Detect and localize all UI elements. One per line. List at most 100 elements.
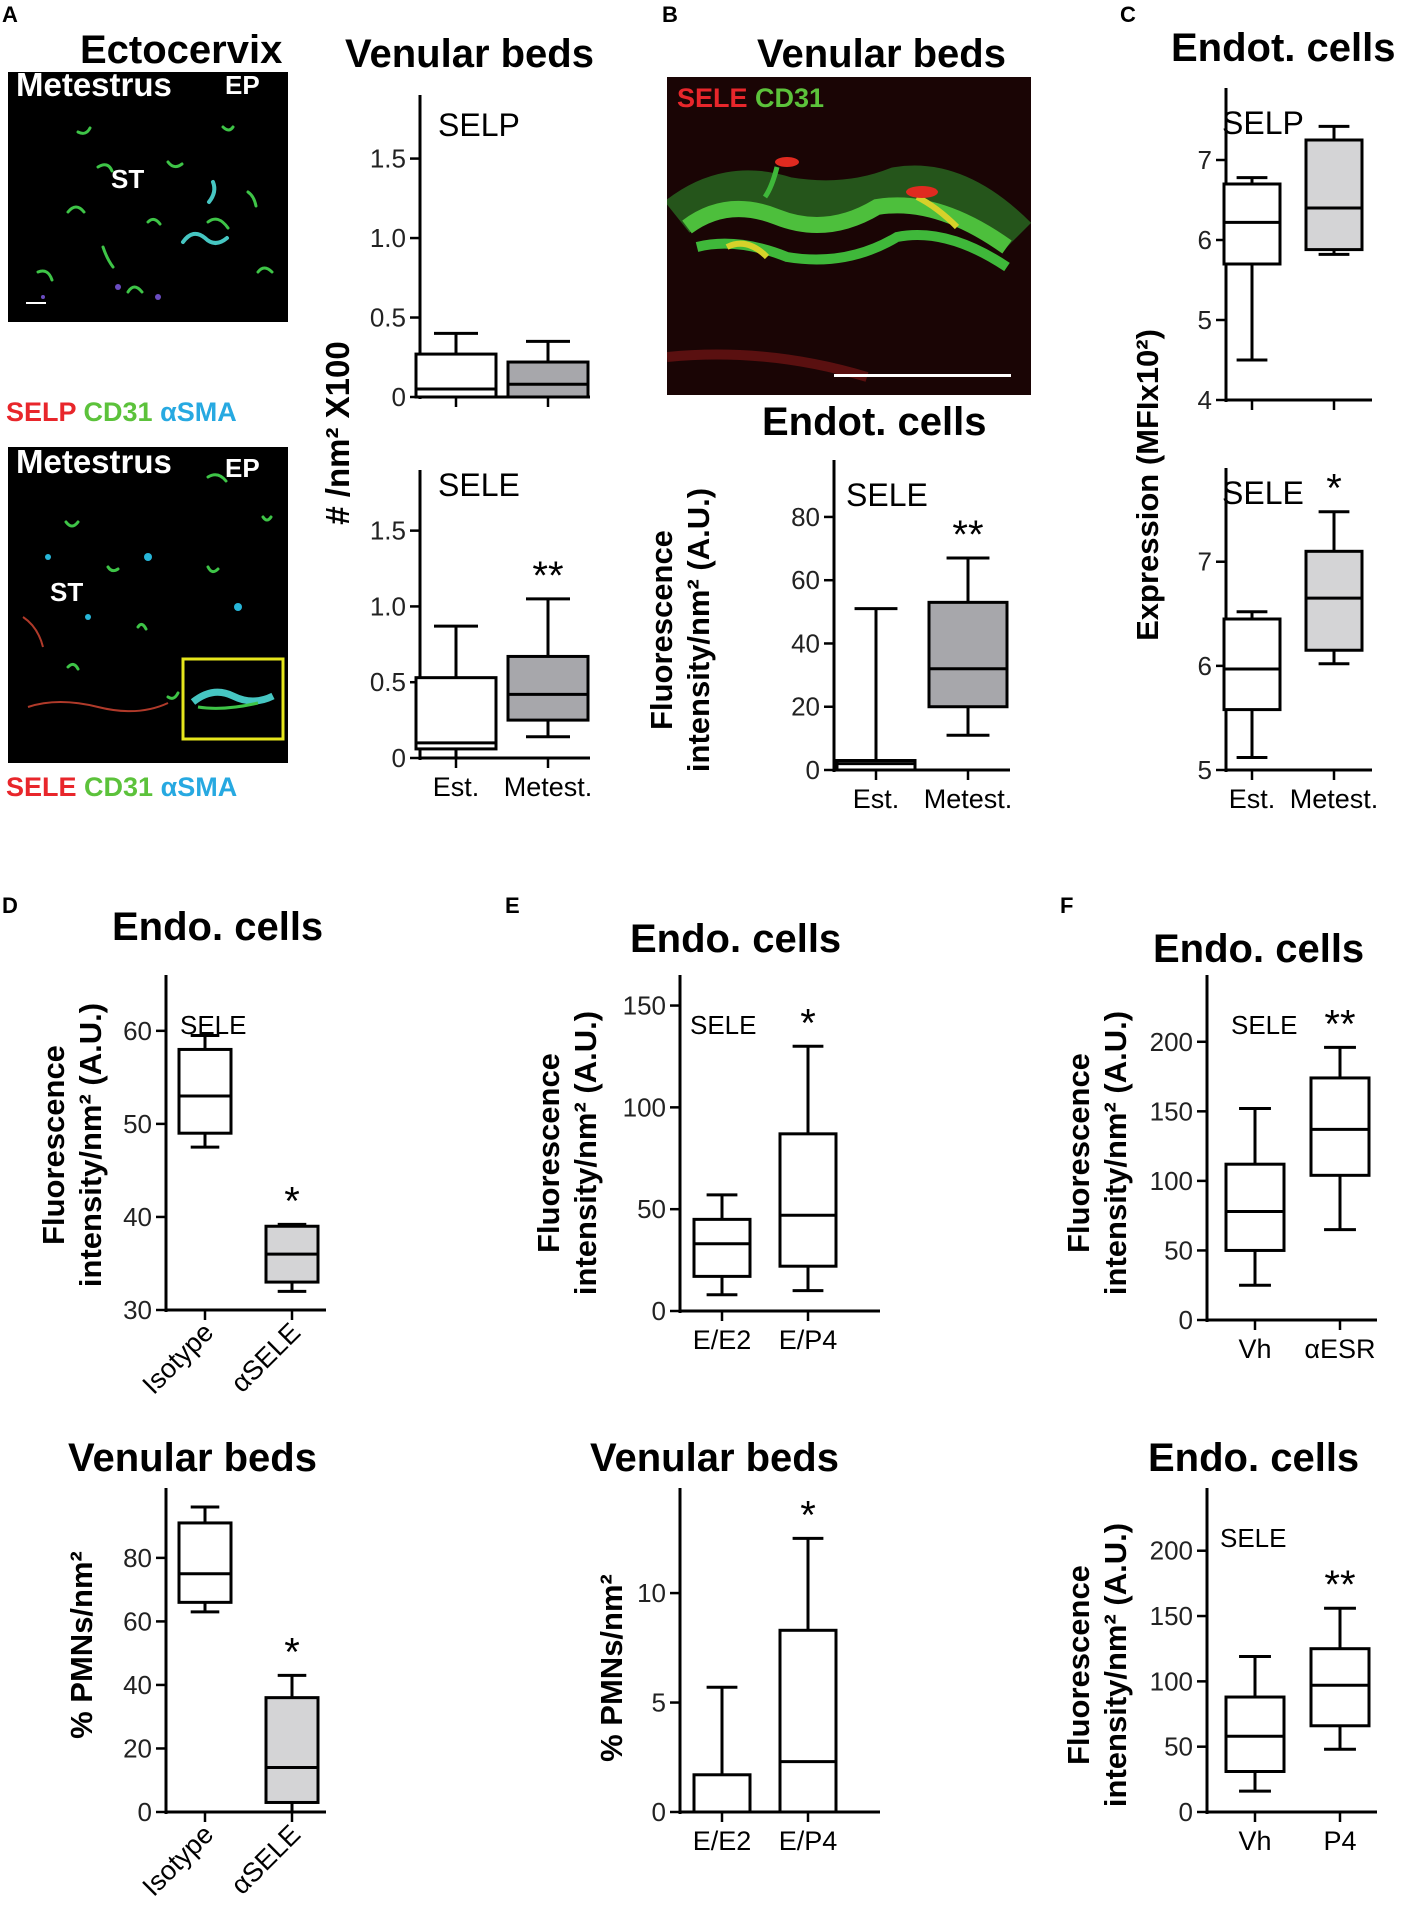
chart-corner-label: SELE [438, 467, 520, 503]
y-tick-label: 0 [138, 1797, 152, 1827]
significance-marker: ** [1324, 1002, 1355, 1046]
significance-marker: * [800, 1493, 816, 1537]
box-plot-d-pmn: 0 20 40 60 80 * Isotype αSELE [123, 1488, 326, 1902]
box [1224, 1695, 1286, 1773]
significance-marker: ** [532, 554, 563, 598]
box [1304, 549, 1364, 652]
x-category-label: Vh [1238, 1826, 1271, 1856]
y-tick-label: 40 [123, 1670, 152, 1700]
y-tick-label: 80 [123, 1543, 152, 1573]
panel-a-graph-title: Venular beds [345, 32, 594, 76]
chart-corner-label: SELE [690, 1010, 757, 1040]
stain-sele: SELE [677, 83, 748, 113]
y-tick-label: 100 [1150, 1666, 1193, 1696]
micrograph-ep-label: EP [225, 453, 260, 483]
panel-d-title2: Venular beds [68, 1436, 317, 1480]
x-category-label: P4 [1323, 1826, 1356, 1856]
panel-letter-a: A [2, 2, 18, 27]
y-tick-label: 20 [123, 1733, 152, 1763]
y-tick-label: 0 [392, 382, 406, 412]
y-tick-label: 100 [1150, 1166, 1193, 1196]
box [177, 1521, 233, 1604]
y-tick-label: 0 [1179, 1797, 1193, 1827]
y-tick-label: 1.0 [370, 223, 406, 253]
y-tick-label: 100 [623, 1092, 666, 1122]
box [927, 600, 1009, 709]
y-tick-label: 50 [1164, 1732, 1193, 1762]
micrograph-selp: Metestrus EP ST [8, 72, 288, 322]
x-category-label: αSELE [225, 1819, 306, 1900]
y-tick-label: 200 [1150, 1027, 1193, 1057]
y-tick-label: 5 [652, 1688, 666, 1718]
y-tick-label: 60 [123, 1016, 152, 1046]
panel-b-graph-title: Endot. cells [762, 400, 987, 444]
significance-marker: * [1326, 467, 1342, 511]
x-category-label: Metest. [504, 772, 593, 802]
y-tick-label: 40 [791, 628, 820, 658]
box [414, 676, 498, 751]
y-tick-label: 150 [623, 991, 666, 1021]
micrograph-sele: Metestrus EP ST [8, 447, 288, 763]
panel-letter-b: B [662, 2, 678, 27]
stain-sele: SELE [6, 772, 77, 802]
box [778, 1132, 838, 1268]
y-tick-label: 10 [637, 1578, 666, 1608]
significance-marker: * [284, 1630, 300, 1674]
x-category-label: Vh [1238, 1334, 1271, 1364]
micrograph-ep-label: EP [225, 72, 260, 100]
micrograph-st-label: ST [111, 164, 145, 194]
panel-d-title: Endo. cells [112, 905, 324, 949]
micrograph-phase-label: Metestrus [16, 72, 172, 103]
micrograph-venular-bed-image [667, 77, 1031, 395]
micrograph-phase-label: Metestrus [16, 447, 172, 480]
significance-marker: ** [952, 513, 983, 557]
x-category-label: E/E2 [693, 1325, 752, 1355]
stain-selp: SELP [6, 397, 77, 427]
chart-corner-label: SELP [438, 107, 520, 143]
y-tick-label: 1.5 [370, 516, 406, 546]
y-tick-label: 6 [1198, 225, 1212, 255]
y-tick-label: 7 [1198, 547, 1212, 577]
panel-letter-e: E [505, 893, 520, 918]
box [778, 1628, 838, 1814]
box [1309, 1076, 1371, 1177]
box-plot-e-pmn: 0 5 10 * E/E2 E/P4 [637, 1488, 880, 1856]
micrograph-st-label: ST [50, 577, 84, 607]
y-tick-label: 0 [392, 743, 406, 773]
chart-corner-label: SELE [1231, 1010, 1298, 1040]
box [1224, 1162, 1286, 1252]
box [692, 1217, 752, 1278]
x-category-label: Metest. [1290, 784, 1379, 814]
y-tick-label: 7 [1198, 145, 1212, 175]
stain-cd31: CD31 [83, 397, 153, 427]
y-tick-label: 0 [806, 755, 820, 785]
panel-letter-f: F [1060, 893, 1074, 918]
panel-letter-c: C [1120, 2, 1136, 27]
x-category-label: E/E2 [693, 1826, 752, 1856]
y-tick-label: 150 [1150, 1096, 1193, 1126]
significance-marker: * [800, 1001, 816, 1045]
y-tick-label: 80 [791, 502, 820, 532]
y-tick-label: 5 [1198, 305, 1212, 335]
y-tick-label: 40 [123, 1202, 152, 1232]
x-category-label: Est. [1229, 784, 1276, 814]
chart-corner-label: SELE [1222, 475, 1304, 511]
panel-a-title: Ectocervix [80, 28, 283, 72]
stain-legend-sele: SELE CD31 αSMA [6, 772, 237, 803]
box-plot-a-sele: 0 0.5 1.0 1.5 SELE ** Est. Metest. [370, 467, 592, 802]
box [414, 352, 498, 399]
panel-letter-d: D [2, 893, 18, 918]
chart-corner-label: SELE [1220, 1523, 1287, 1553]
panel-f-title: Endo. cells [1153, 927, 1365, 971]
x-category-label: Isotype [136, 1317, 219, 1400]
y-tick-label: 0.5 [370, 303, 406, 333]
box-plot-c-sele: 5 6 7 SELE * Est. Metest. [1198, 467, 1379, 814]
y-tick-label: 0 [652, 1797, 666, 1827]
x-category-label: αESR [1304, 1334, 1375, 1364]
box [264, 1696, 320, 1804]
y-tick-label: 60 [791, 565, 820, 595]
y-tick-label: 4 [1198, 385, 1212, 415]
y-tick-label: 30 [123, 1295, 152, 1325]
stain-asma: αSMA [160, 397, 237, 427]
